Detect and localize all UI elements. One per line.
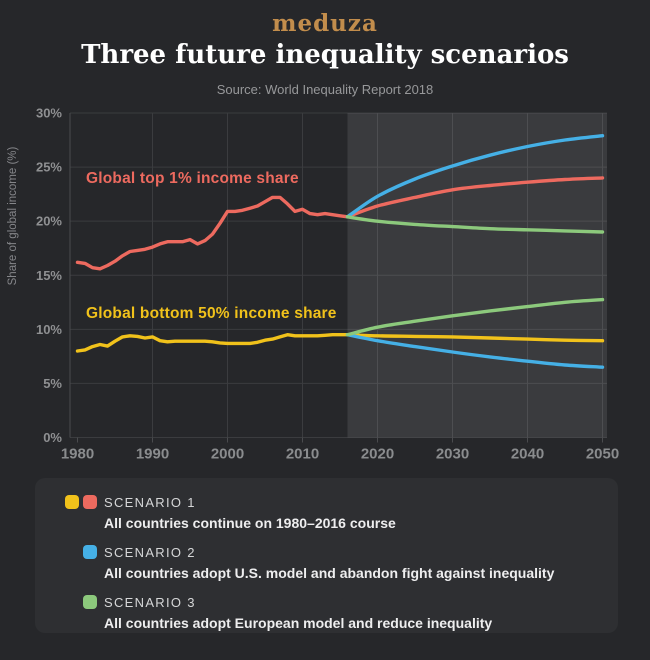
page-title: Three future inequality scenarios — [81, 40, 569, 70]
svg-text:10%: 10% — [36, 322, 62, 337]
green-swatch — [83, 595, 97, 609]
yellow-swatch — [65, 495, 79, 509]
series-top-1-scenario-3 — [345, 215, 605, 234]
series-top-1-historical — [75, 195, 350, 271]
meduza-logo: meduza — [272, 10, 378, 37]
svg-text:2040: 2040 — [511, 446, 544, 463]
legend-panel: SCENARIO 1 All countries continue on 198… — [35, 478, 618, 633]
svg-text:25%: 25% — [36, 160, 62, 175]
svg-text:2020: 2020 — [361, 446, 394, 463]
svg-text:1980: 1980 — [61, 446, 94, 463]
scenario-1-label: SCENARIO 1 — [104, 495, 196, 510]
series-bottom-50-scenario-3 — [345, 297, 605, 337]
legend-item-scenario-1: SCENARIO 1 All countries continue on 198… — [35, 495, 598, 532]
scenario-2-description: All countries adopt U.S. model and aband… — [104, 565, 555, 581]
scenario-3-description: All countries adopt European model and r… — [104, 615, 493, 631]
scenario-2-label: SCENARIO 2 — [104, 545, 196, 560]
scenario-1-swatches — [35, 495, 104, 510]
svg-text:2010: 2010 — [286, 446, 319, 463]
scenario-1-description: All countries continue on 1980–2016 cour… — [104, 515, 396, 531]
svg-text:2050: 2050 — [586, 446, 619, 463]
blue-swatch — [83, 545, 97, 559]
scenario-3-swatches — [35, 595, 104, 610]
series-top-1-scenario-2 — [345, 134, 605, 219]
svg-text:0%: 0% — [43, 430, 62, 445]
series-bottom-50-scenario-1 — [345, 333, 605, 343]
label-bottom50-series: Global bottom 50% income share — [86, 305, 337, 322]
scenario-2-swatches — [35, 545, 104, 560]
red-swatch — [83, 495, 97, 509]
legend-item-scenario-2: SCENARIO 2 All countries adopt U.S. mode… — [35, 545, 598, 582]
svg-text:20%: 20% — [36, 214, 62, 229]
svg-text:15%: 15% — [36, 268, 62, 283]
scenario-3-label: SCENARIO 3 — [104, 595, 196, 610]
svg-text:1990: 1990 — [136, 446, 169, 463]
series-bottom-50-scenario-2 — [345, 333, 605, 369]
line-chart: Share of global income (%) 0% 5% 10% 15% 20%… — [0, 100, 650, 470]
svg-text:30%: 30% — [36, 106, 62, 121]
series-bottom-50-historical — [75, 333, 350, 353]
chart-canvas: 0% 5% 10% 15% 20% 25% 30% 1980 1990 2000 2010 2020 2… — [36, 106, 619, 463]
series-top-1-scenario-1 — [345, 176, 605, 219]
svg-text:2030: 2030 — [436, 446, 469, 463]
label-top1-series: Global top 1% income share — [86, 170, 299, 187]
legend-item-scenario-3: SCENARIO 3 All countries adopt European … — [35, 595, 598, 632]
source-note: Source: World Inequality Report 2018 — [216, 82, 434, 97]
svg-text:2000: 2000 — [211, 446, 244, 463]
svg-text:5%: 5% — [43, 376, 62, 391]
